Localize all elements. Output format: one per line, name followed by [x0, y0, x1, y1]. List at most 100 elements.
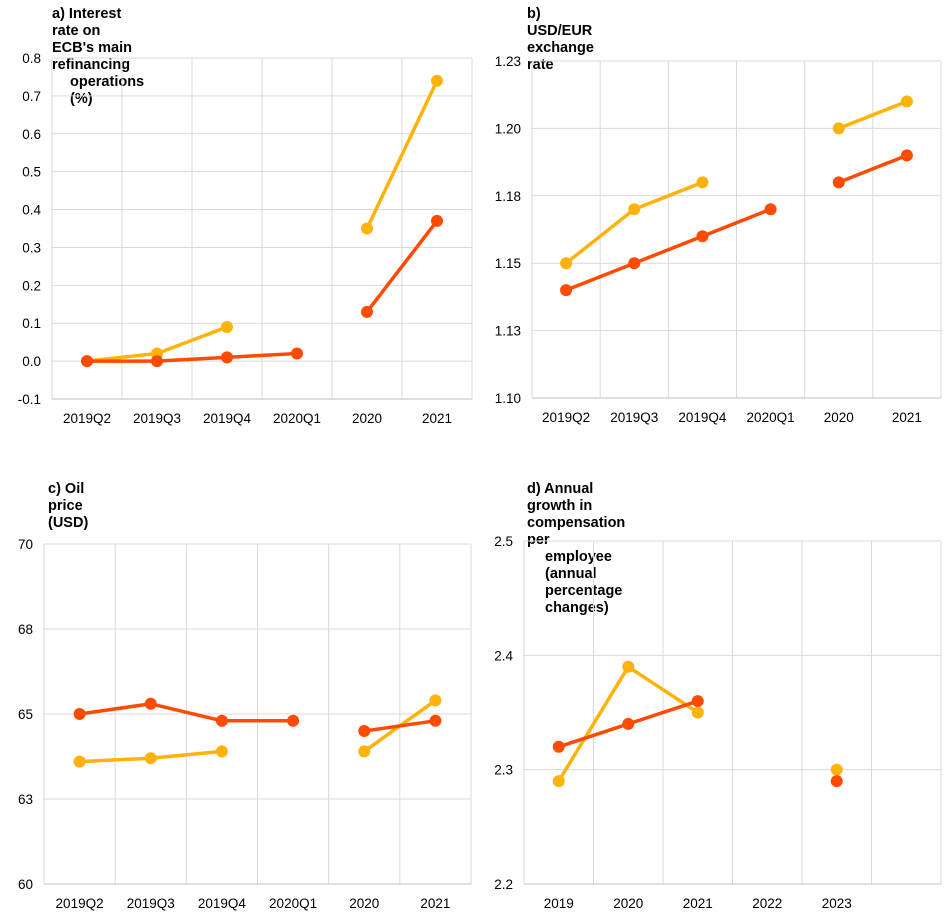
x-tick-label-d-2: 2021 [683, 896, 713, 911]
x-tick-label-a-2: 2019Q4 [203, 411, 252, 426]
x-tick-label-b-5: 2021 [892, 410, 922, 425]
series-line-b-1-1 [837, 153, 909, 185]
data-point-a-1-0-3 [291, 347, 303, 360]
data-point-c-0-0-0 [73, 755, 86, 768]
chart-title-b: b) USD/EUR exchange rate [527, 6, 594, 74]
x-tick-label-d-1: 2020 [613, 896, 643, 911]
data-point-b-1-1-1 [900, 149, 913, 162]
data-point-b-1-0-1 [628, 257, 641, 270]
x-tick-label-a-1: 2019Q3 [133, 411, 181, 426]
y-tick-label-b-4: 1.20 [495, 121, 521, 136]
chart-title-b-line1: b) USD/EUR exchange rate [527, 6, 594, 73]
y-tick-label-d-1: 2.3 [494, 763, 513, 778]
data-point-c-1-0-3 [287, 714, 300, 727]
data-point-a-0-0-2 [221, 321, 233, 334]
y-tick-label-b-2: 1.15 [495, 256, 521, 271]
data-point-a-1-1-1 [431, 214, 443, 227]
data-point-c-1-1-0 [358, 725, 371, 737]
data-point-d-1-0-2 [691, 695, 704, 708]
chart-title-c: c) Oil price (USD) [48, 481, 88, 532]
y-tick-label-c-2: 65 [18, 707, 33, 722]
series-line-a-1-1 [365, 219, 439, 314]
y-tick-label-a-7: 0.6 [22, 127, 41, 142]
chart-title-a-line1: a) Interest rate on ECB's main refinanci… [52, 6, 132, 73]
x-tick-label-c-1: 2019Q3 [127, 896, 175, 911]
data-point-b-1-0-0 [560, 284, 573, 297]
series-line-a-1-0 [85, 351, 299, 363]
y-tick-label-d-0: 2.2 [494, 877, 513, 892]
series-line-c-1-0 [77, 702, 295, 723]
x-tick-label-b-0: 2019Q2 [542, 410, 590, 425]
chart-title-d: d) Annual growth in compensation per emp… [527, 481, 625, 617]
y-tick-label-a-9: 0.8 [22, 51, 41, 66]
data-point-a-1-0-2 [221, 351, 233, 364]
x-tick-label-a-4: 2020 [352, 411, 382, 426]
data-point-b-0-0-0 [560, 257, 573, 270]
chart-title-a-line2: operations (%) [70, 74, 145, 107]
data-point-a-0-1-0 [361, 222, 373, 235]
y-tick-label-a-8: 0.7 [22, 89, 41, 104]
data-point-a-1-1-0 [361, 305, 373, 318]
series-line-c-1-1 [362, 719, 438, 733]
x-tick-label-d-4: 2023 [822, 896, 852, 911]
data-point-c-1-0-2 [215, 714, 228, 727]
y-tick-label-b-0: 1.10 [495, 391, 521, 406]
data-point-c-1-1-1 [429, 714, 442, 727]
data-point-a-0-1-1 [431, 74, 443, 87]
x-tick-label-b-1: 2019Q3 [610, 410, 658, 425]
y-tick-label-a-1: 0.0 [22, 354, 41, 369]
y-tick-label-a-4: 0.3 [22, 240, 41, 255]
x-tick-label-a-0: 2019Q2 [63, 411, 111, 426]
y-tick-label-a-5: 0.4 [22, 203, 41, 218]
y-tick-label-a-6: 0.5 [22, 165, 41, 180]
y-tick-label-c-3: 68 [18, 622, 33, 637]
data-point-b-0-0-2 [696, 176, 709, 189]
x-tick-label-c-2: 2019Q4 [198, 896, 247, 911]
data-point-c-1-0-1 [144, 697, 157, 710]
x-tick-label-c-0: 2019Q2 [56, 896, 104, 911]
x-tick-label-b-2: 2019Q4 [678, 410, 727, 425]
chart-title-a: a) Interest rate on ECB's main refinanci… [52, 6, 144, 108]
y-tick-label-a-3: 0.2 [22, 278, 41, 293]
chart-title-d-line1: d) Annual growth in compensation per [527, 481, 626, 548]
series-line-b-1-0 [564, 207, 773, 292]
chart-title-d-line2: employee (annual percentage changes) [545, 549, 623, 616]
x-tick-label-b-3: 2020Q1 [747, 410, 795, 425]
x-tick-label-b-4: 2020 [824, 410, 854, 425]
data-point-b-0-1-1 [900, 95, 913, 108]
y-tick-label-b-5: 1.23 [495, 54, 521, 69]
data-point-b-1-1-0 [832, 176, 845, 189]
data-point-c-1-0-0 [73, 708, 86, 720]
series-line-b-0-0 [564, 180, 705, 265]
x-tick-label-a-5: 2021 [422, 411, 452, 426]
x-tick-label-c-3: 2020Q1 [269, 896, 317, 911]
data-point-c-0-0-1 [144, 752, 157, 765]
y-tick-label-b-1: 1.13 [495, 324, 521, 339]
data-point-d-1-1-0 [830, 775, 843, 788]
series-line-b-0-1 [837, 99, 909, 131]
data-point-d-1-0-0 [552, 740, 565, 753]
data-point-d-0-0-2 [691, 706, 704, 719]
data-point-b-0-0-1 [628, 203, 641, 216]
data-point-b-1-0-2 [696, 230, 709, 243]
data-point-c-0-1-0 [358, 745, 371, 758]
data-point-b-0-1-0 [832, 122, 845, 135]
chart-title-c-line1: c) Oil price (USD) [48, 481, 89, 531]
y-tick-label-c-0: 60 [18, 877, 33, 892]
x-tick-label-a-3: 2020Q1 [273, 411, 321, 426]
x-tick-label-c-5: 2021 [420, 896, 450, 911]
data-point-a-1-0-0 [81, 355, 93, 368]
y-tick-label-b-3: 1.18 [495, 189, 521, 204]
x-tick-label-c-4: 2020 [349, 896, 379, 911]
data-point-d-0-0-0 [552, 775, 565, 788]
data-point-c-0-0-2 [215, 745, 228, 758]
data-point-d-1-0-1 [622, 717, 635, 730]
data-point-b-1-0-3 [764, 203, 777, 216]
y-tick-label-a-2: 0.1 [22, 316, 41, 331]
data-point-c-0-1-1 [429, 694, 442, 707]
y-tick-label-d-3: 2.5 [494, 534, 513, 549]
x-tick-label-d-3: 2022 [752, 896, 782, 911]
y-tick-label-c-4: 70 [18, 537, 33, 552]
data-point-d-0-1-0 [830, 763, 843, 776]
y-tick-label-c-1: 63 [18, 792, 33, 807]
